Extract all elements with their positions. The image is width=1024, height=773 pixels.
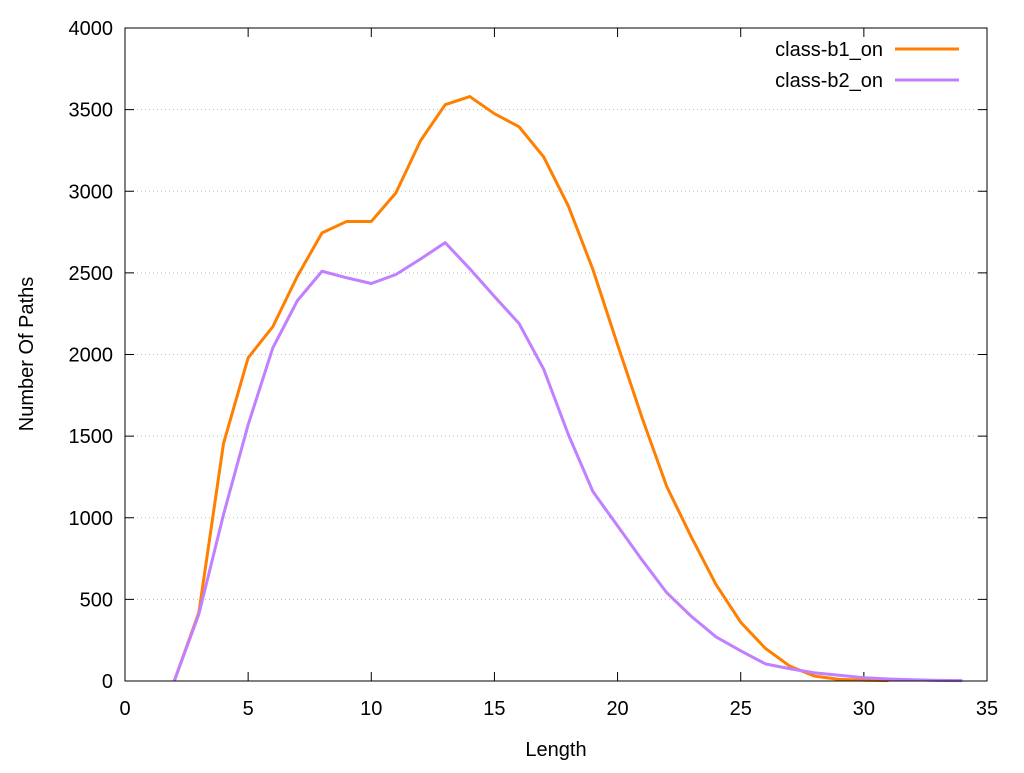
legend-label: class-b1_on	[775, 39, 883, 61]
x-tick-label: 15	[483, 698, 505, 720]
y-tick-label: 1500	[69, 426, 114, 448]
legend-label: class-b2_on	[775, 70, 883, 92]
series-lines	[172, 95, 963, 683]
plot-frame	[124, 27, 988, 682]
series-line-class-b2_on	[172, 241, 963, 683]
x-tick-label: 5	[243, 698, 254, 720]
x-tick-label: 35	[976, 698, 998, 720]
y-tick-label: 500	[80, 589, 113, 611]
x-tick-label: 0	[119, 698, 130, 720]
x-tick-label: 20	[606, 698, 628, 720]
y-tick-label: 0	[102, 671, 113, 693]
y-axis-label: Number Of Paths	[16, 277, 38, 432]
y-tick-label: 1000	[69, 508, 114, 530]
y-tick-label: 4000	[69, 18, 114, 40]
y-tick-label: 2000	[69, 345, 114, 367]
ticks: 0 500 1000 1500 2000 2500 3000 3500 4000 0 5 10 15 20…	[69, 18, 999, 720]
y-tick-label: 3000	[69, 181, 114, 203]
x-tick-label: 25	[730, 698, 752, 720]
y-tick-label: 3500	[69, 100, 114, 122]
y-tick-label: 2500	[69, 263, 114, 285]
series-line-class-b1_on	[172, 95, 889, 683]
x-tick-label: 10	[360, 698, 382, 720]
legend: class-b1_on class-b2_on	[775, 39, 959, 92]
x-tick-label: 30	[853, 698, 875, 720]
x-axis-label: Length	[525, 739, 586, 761]
